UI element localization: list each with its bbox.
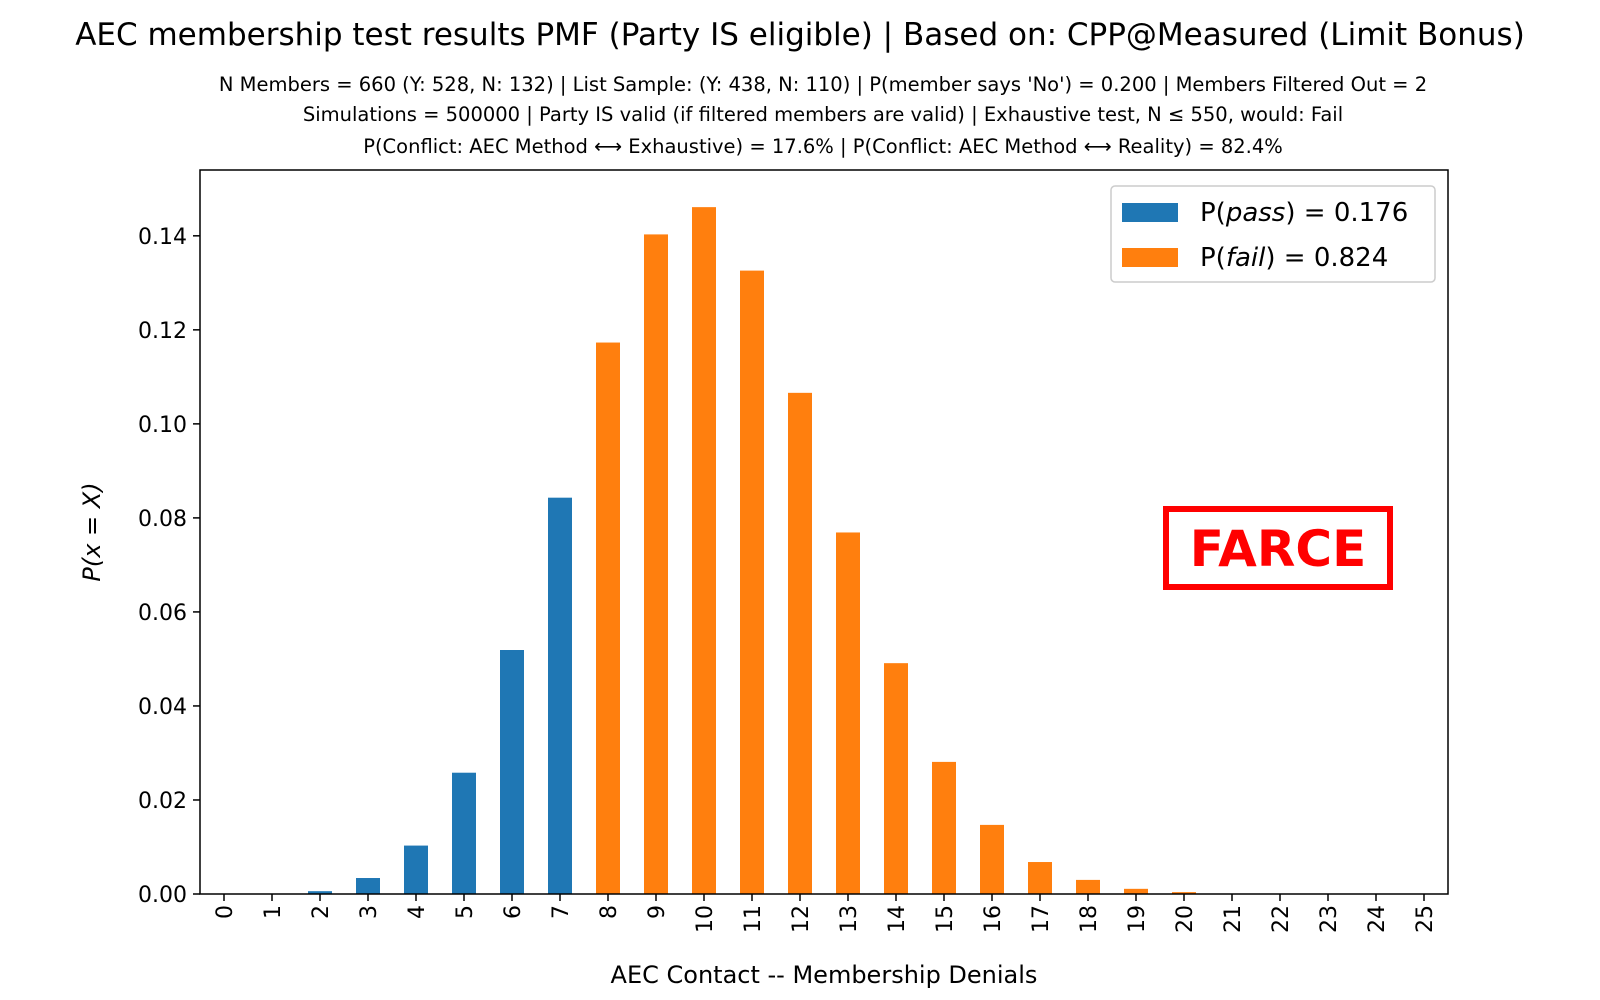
x-tick-label: 24: [1365, 905, 1390, 933]
bar-6: [500, 650, 524, 894]
chart-subtitle-line-3: P(Conflict: AEC Method ⟷ Exhaustive) = 1…: [363, 135, 1283, 158]
x-tick-label: 8: [597, 905, 622, 919]
farce-stamp-text: FARCE: [1190, 520, 1366, 578]
y-tick-label: 0.10: [138, 413, 187, 438]
bar-18: [1076, 879, 1100, 894]
legend-label-fail: P(fail) = 0.824: [1200, 243, 1388, 273]
y-tick-label: 0.08: [138, 507, 187, 532]
bar-7: [548, 497, 572, 894]
x-axis-label: AEC Contact -- Membership Denials: [611, 961, 1038, 989]
bar-15: [932, 761, 956, 894]
plot-area-frame: [199, 169, 1449, 895]
x-tick-label: 22: [1269, 905, 1294, 933]
x-tick-label: 10: [693, 905, 718, 933]
x-tick-label: 16: [981, 905, 1006, 933]
legend-swatch-pass: [1122, 203, 1178, 222]
y-tick-label: 0.00: [138, 883, 187, 908]
x-tick-label: 25: [1413, 905, 1438, 933]
y-tick-label: 0.02: [138, 789, 187, 814]
x-tick-label: 13: [837, 905, 862, 933]
legend-label-pass: P(pass) = 0.176: [1200, 198, 1408, 228]
bar-17: [1028, 862, 1052, 894]
x-tick-label: 1: [261, 905, 286, 919]
bar-20: [1172, 892, 1196, 894]
legend: P(pass) = 0.176 P(fail) = 0.824: [1110, 185, 1436, 283]
x-tick-label: 2: [309, 905, 334, 919]
x-tick-label: 7: [549, 905, 574, 919]
chart-subtitle-line-2: Simulations = 500000 | Party IS valid (i…: [303, 103, 1343, 126]
bar-16: [980, 824, 1004, 894]
bar-3: [356, 878, 380, 894]
x-tick-label: 17: [1029, 905, 1054, 933]
bar-2: [308, 891, 332, 894]
x-tick-label: 12: [789, 905, 814, 933]
x-tick-label: 3: [357, 905, 382, 919]
x-tick-label: 20: [1173, 905, 1198, 933]
bar-13: [836, 532, 860, 894]
x-tick-label: 21: [1221, 905, 1246, 933]
x-tick-label: 18: [1077, 905, 1102, 933]
y-tick-label: 0.14: [138, 225, 187, 250]
x-tick-label: 11: [741, 905, 766, 933]
bar-19: [1124, 888, 1148, 894]
farce-stamp: FARCE: [1163, 506, 1393, 590]
x-tick-label: 9: [645, 905, 670, 919]
y-axis-ticks: 0.00 0.02 0.04 0.06 0.08 0.10 0.12 0.14: [138, 225, 200, 908]
x-tick-label: 19: [1125, 905, 1150, 933]
x-tick-label: 0: [213, 905, 238, 919]
bar-14: [884, 663, 908, 894]
chart-title: AEC membership test results PMF (Party I…: [75, 17, 1525, 53]
x-axis-ticks: 0 1 2 3 4 5 6 7 8 9 10 11 12 13 14 15 16 17 18 19 20 21 22 23 24…: [213, 894, 1438, 933]
y-tick-label: 0.04: [138, 695, 187, 720]
x-tick-label: 15: [933, 905, 958, 933]
bar-9: [644, 234, 668, 895]
bar-8: [596, 342, 620, 894]
bar-10: [692, 207, 716, 894]
x-tick-label: 6: [501, 905, 526, 919]
y-tick-label: 0.12: [138, 319, 187, 344]
x-tick-label: 5: [453, 905, 478, 919]
x-tick-label: 23: [1317, 905, 1342, 933]
x-tick-label: 4: [405, 905, 430, 919]
farce-stamp-border: [1163, 506, 1393, 590]
legend-box: [1110, 185, 1436, 283]
chart-subtitle-line-1: N Members = 660 (Y: 528, N: 132) | List …: [219, 73, 1427, 96]
bar-12: [788, 392, 812, 894]
bar-series: [212, 207, 1340, 895]
bar-5: [452, 772, 476, 894]
legend-swatch-fail: [1122, 248, 1178, 267]
bar-11: [740, 270, 764, 894]
y-axis-label: P(x = X): [78, 482, 106, 581]
x-tick-label: 14: [885, 905, 910, 933]
bar-4: [404, 845, 428, 894]
y-tick-label: 0.06: [138, 601, 187, 626]
